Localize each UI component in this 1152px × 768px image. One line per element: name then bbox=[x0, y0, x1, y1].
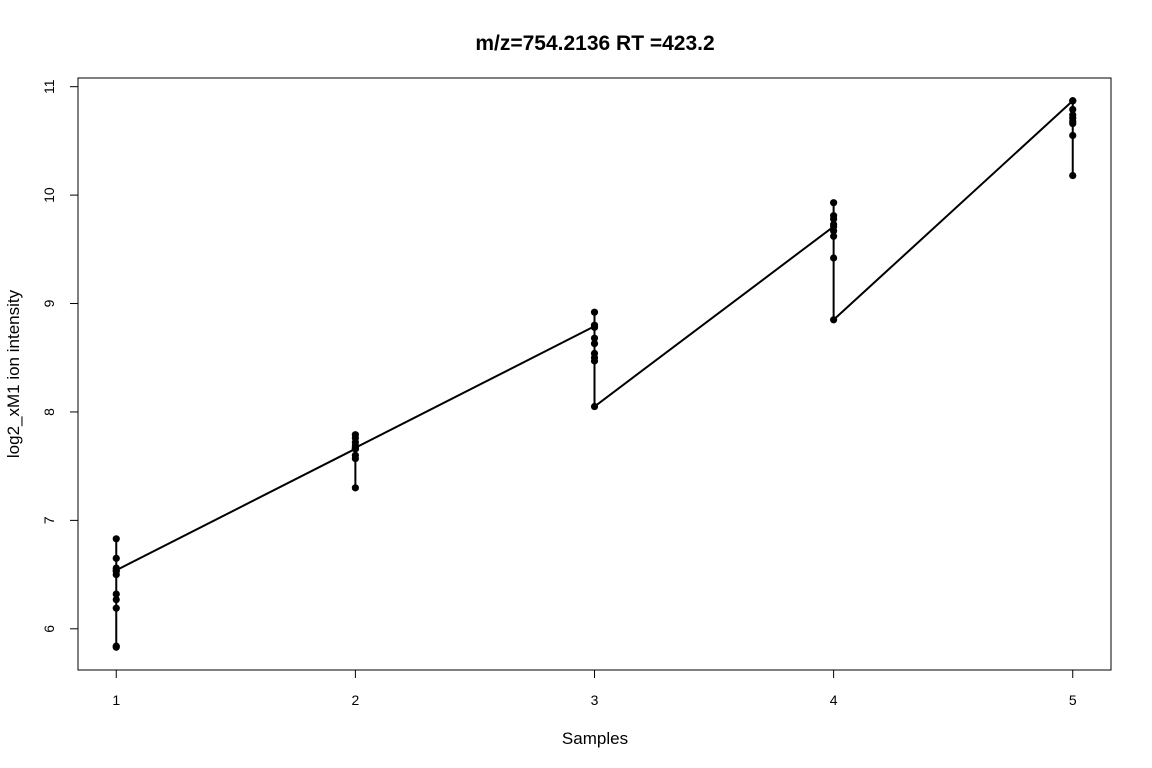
data-point bbox=[112, 643, 120, 651]
data-point bbox=[590, 323, 599, 331]
data-point bbox=[830, 227, 838, 235]
data-point bbox=[112, 595, 120, 604]
y-tick-label: 11 bbox=[41, 79, 57, 94]
data-point bbox=[1069, 105, 1077, 114]
series-layer bbox=[112, 97, 1077, 651]
data-point bbox=[112, 566, 120, 574]
data-point bbox=[590, 357, 599, 365]
x-tick-label: 3 bbox=[591, 692, 599, 708]
y-tick-label: 8 bbox=[41, 408, 57, 416]
data-point bbox=[112, 535, 120, 543]
data-point bbox=[351, 484, 359, 492]
data-point bbox=[590, 340, 599, 348]
data-point bbox=[830, 199, 838, 207]
data-point bbox=[590, 402, 599, 411]
x-tick-label: 1 bbox=[112, 692, 120, 708]
data-point bbox=[1069, 131, 1077, 140]
data-point bbox=[112, 554, 120, 562]
data-point bbox=[351, 444, 359, 452]
chart-title: m/z=754.2136 RT =423.2 bbox=[475, 32, 714, 55]
data-point bbox=[112, 604, 120, 612]
data-point bbox=[1069, 171, 1077, 180]
data-point bbox=[830, 254, 838, 262]
data-point bbox=[830, 220, 838, 228]
x-tick-label: 2 bbox=[351, 692, 359, 708]
data-point bbox=[830, 215, 838, 223]
data-point bbox=[590, 334, 599, 342]
series-line bbox=[115, 99, 1074, 649]
data-point bbox=[830, 232, 838, 240]
x-axis: 1 2 3 4 5 bbox=[112, 669, 1077, 708]
data-point bbox=[1069, 119, 1077, 128]
data-point bbox=[590, 308, 599, 316]
y-tick-label: 10 bbox=[41, 187, 57, 203]
y-tick-label: 6 bbox=[41, 625, 57, 633]
data-point bbox=[351, 454, 359, 463]
data-point bbox=[830, 316, 838, 324]
y-tick-label: 7 bbox=[41, 516, 57, 524]
y-axis: 6 7 8 9 10 11 bbox=[41, 79, 79, 633]
y-axis-label: log2_xM1 ion intensity bbox=[4, 289, 23, 458]
y-tick-label: 9 bbox=[41, 299, 57, 307]
x-tick-label: 4 bbox=[830, 692, 838, 708]
x-tick-label: 5 bbox=[1069, 692, 1077, 708]
data-point bbox=[112, 590, 120, 598]
x-axis-label: Samples bbox=[562, 729, 628, 748]
data-point bbox=[1069, 97, 1077, 105]
